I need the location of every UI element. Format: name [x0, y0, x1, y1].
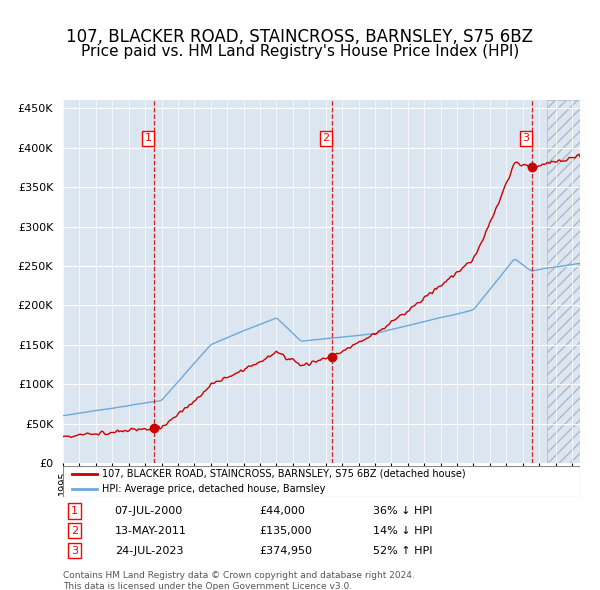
Text: 3: 3	[523, 133, 530, 143]
Text: 1: 1	[71, 506, 78, 516]
Text: 1: 1	[145, 133, 151, 143]
Text: 07-JUL-2000: 07-JUL-2000	[115, 506, 183, 516]
Text: 36% ↓ HPI: 36% ↓ HPI	[373, 506, 433, 516]
Text: HPI: Average price, detached house, Barnsley: HPI: Average price, detached house, Barn…	[102, 484, 325, 494]
Text: Contains HM Land Registry data © Crown copyright and database right 2024.: Contains HM Land Registry data © Crown c…	[63, 571, 415, 580]
Text: Price paid vs. HM Land Registry's House Price Index (HPI): Price paid vs. HM Land Registry's House …	[81, 44, 519, 58]
Text: This data is licensed under the Open Government Licence v3.0.: This data is licensed under the Open Gov…	[63, 582, 352, 590]
Text: 2: 2	[322, 133, 329, 143]
Text: 52% ↑ HPI: 52% ↑ HPI	[373, 546, 433, 556]
Bar	[547, 100, 580, 463]
Text: 24-JUL-2023: 24-JUL-2023	[115, 546, 183, 556]
Text: £374,950: £374,950	[260, 546, 313, 556]
Text: 3: 3	[71, 546, 78, 556]
Text: 2: 2	[71, 526, 78, 536]
Text: 13-MAY-2011: 13-MAY-2011	[115, 526, 187, 536]
Text: 107, BLACKER ROAD, STAINCROSS, BARNSLEY, S75 6BZ: 107, BLACKER ROAD, STAINCROSS, BARNSLEY,…	[67, 28, 533, 47]
FancyBboxPatch shape	[63, 466, 580, 497]
Text: 14% ↓ HPI: 14% ↓ HPI	[373, 526, 433, 536]
Text: £44,000: £44,000	[260, 506, 305, 516]
Text: £135,000: £135,000	[260, 526, 312, 536]
Text: 107, BLACKER ROAD, STAINCROSS, BARNSLEY, S75 6BZ (detached house): 107, BLACKER ROAD, STAINCROSS, BARNSLEY,…	[102, 469, 466, 478]
